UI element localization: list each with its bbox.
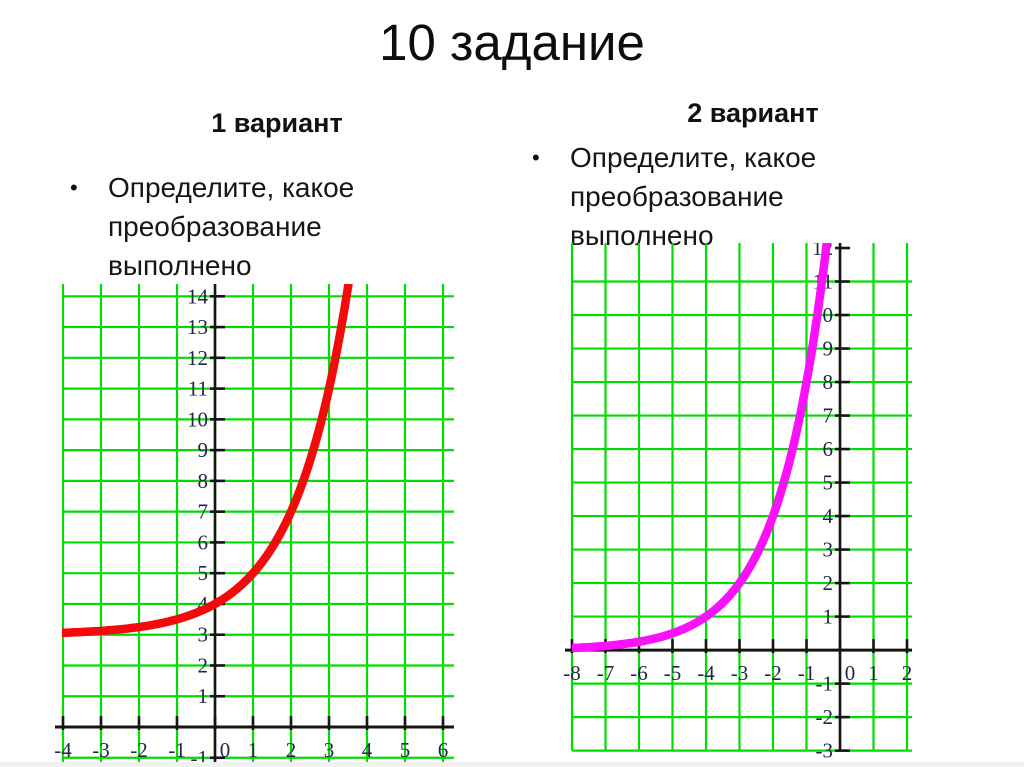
variant1-column: 1 вариант • Определите, какое преобразов… [62,106,492,285]
variant2-task-text: Определите, какое преобразование выполне… [570,138,816,255]
svg-text:-1: -1 [798,661,816,685]
svg-text:-2: -2 [764,661,782,685]
svg-text:-1: -1 [816,672,834,696]
svg-text:2: 2 [902,661,912,685]
svg-text:0: 0 [220,738,231,762]
svg-text:0: 0 [845,661,856,685]
svg-text:2: 2 [286,738,297,762]
svg-text:11: 11 [188,377,208,401]
svg-text:4: 4 [198,592,209,616]
variant2-column: 2 вариант • Определите, какое преобразов… [530,96,976,255]
svg-text:5: 5 [823,471,834,495]
svg-text:-3: -3 [92,738,110,762]
slide-bottom-edge [0,762,1024,767]
svg-text:-4: -4 [54,738,72,762]
svg-text:-1: -1 [168,738,186,762]
variant2-header: 2 вариант [687,98,819,128]
svg-text:6: 6 [198,530,209,554]
variant1-header: 1 вариант [211,108,343,138]
svg-text:-8: -8 [563,661,581,685]
page-title: 10 задание [379,14,645,71]
svg-text:-2: -2 [130,738,148,762]
variant1-task-text: Определите, какое преобразование выполне… [108,168,354,285]
svg-text:2: 2 [198,653,209,677]
svg-text:3: 3 [198,623,209,647]
svg-text:7: 7 [198,500,209,524]
svg-text:-3: -3 [816,739,834,763]
svg-text:12: 12 [187,346,208,370]
variant2-task: • Определите, какое преобразование выпол… [530,138,976,255]
svg-text:6: 6 [438,738,449,762]
task-line: выполнено [570,220,714,251]
bullet-icon: • [532,145,540,170]
svg-text:-7: -7 [597,661,615,685]
task-line: Определите, какое [570,142,817,173]
svg-text:7: 7 [823,404,834,428]
svg-text:3: 3 [823,538,834,562]
svg-text:10: 10 [187,407,208,431]
svg-text:14: 14 [187,284,209,308]
bullet-icon: • [70,175,78,200]
svg-text:9: 9 [823,337,834,361]
svg-text:-6: -6 [630,661,648,685]
svg-text:1: 1 [198,684,209,708]
svg-text:-1: -1 [191,746,209,763]
svg-text:-2: -2 [816,705,834,729]
svg-text:6: 6 [823,437,834,461]
svg-text:3: 3 [324,738,335,762]
svg-text:1: 1 [248,738,259,762]
svg-text:8: 8 [823,370,834,394]
task-line: выполнено [108,250,252,281]
svg-text:4: 4 [823,504,834,528]
svg-text:2: 2 [823,571,834,595]
task-line: преобразование [108,211,322,242]
svg-text:-5: -5 [664,661,682,685]
task-line: преобразование [570,181,784,212]
svg-text:9: 9 [198,438,209,462]
svg-text:13: 13 [187,315,208,339]
svg-text:-3: -3 [731,661,749,685]
svg-text:8: 8 [198,469,209,493]
svg-text:5: 5 [198,561,209,585]
svg-text:5: 5 [400,738,411,762]
svg-text:-4: -4 [697,661,715,685]
svg-text:1: 1 [823,605,834,629]
task-line: Определите, какое [108,172,355,203]
variant1-task: • Определите, какое преобразование выпол… [62,168,492,285]
svg-text:1: 1 [868,661,879,685]
svg-text:4: 4 [362,738,373,762]
